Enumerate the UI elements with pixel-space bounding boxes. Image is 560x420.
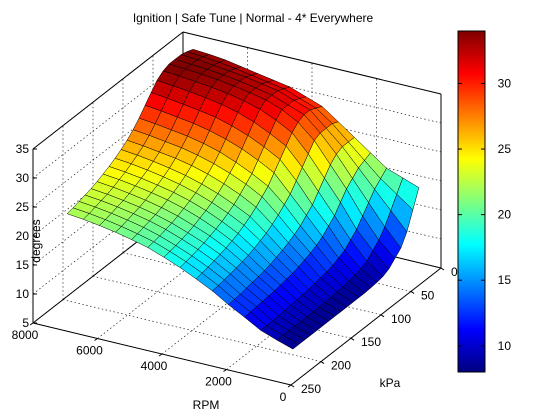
z-tick-label: 10 bbox=[16, 287, 30, 301]
y-tick-mark bbox=[380, 314, 385, 318]
colorbar-tick-label: 10 bbox=[498, 339, 512, 353]
z-tick-label: 25 bbox=[16, 200, 30, 214]
x-tick-mark bbox=[287, 384, 292, 388]
colorbar-tick-label: 25 bbox=[498, 142, 512, 156]
y-tick-label: 0 bbox=[451, 265, 458, 279]
x-tick-label: 2000 bbox=[205, 375, 232, 389]
y-tick-label: 200 bbox=[331, 359, 351, 373]
x-tick-label: 0 bbox=[280, 390, 287, 404]
y-tick-label: 100 bbox=[391, 312, 411, 326]
x-tick-mark bbox=[223, 369, 227, 372]
x-tick-mark bbox=[29, 322, 34, 326]
colorbar-tick-label: 30 bbox=[498, 76, 512, 90]
grid-line-z bbox=[182, 31, 442, 95]
y-tick-label: 50 bbox=[421, 288, 435, 302]
x-tick-mark bbox=[94, 338, 98, 341]
colorbar-tick-label: 20 bbox=[498, 208, 512, 222]
y-tick-mark bbox=[320, 361, 325, 365]
grid-line-y bbox=[62, 299, 322, 362]
x-tick-label: 4000 bbox=[141, 359, 168, 373]
surface-mesh bbox=[66, 49, 420, 350]
z-tick-label: 35 bbox=[16, 142, 30, 156]
y-axis-label: kPa bbox=[380, 376, 401, 390]
z-axis-label: degrees bbox=[29, 219, 43, 262]
y-tick-label: 150 bbox=[361, 335, 381, 349]
y-tick-mark bbox=[350, 337, 355, 341]
axis-edge bbox=[32, 31, 184, 150]
y-tick-mark bbox=[410, 290, 415, 294]
colorbar bbox=[457, 30, 486, 373]
colorbar-tick-label: 15 bbox=[498, 273, 512, 287]
z-tick-label: 5 bbox=[22, 316, 29, 330]
x-tick-label: 8000 bbox=[12, 328, 39, 342]
x-axis-label: RPM bbox=[193, 398, 220, 412]
z-tick-label: 20 bbox=[16, 229, 30, 243]
z-tick-label: 30 bbox=[16, 171, 30, 185]
y-tick-mark bbox=[290, 384, 295, 388]
chart-title: Ignition | Safe Tune | Normal - 4* Every… bbox=[133, 11, 374, 25]
colorbar-ticks: 10 15 20 25 30 bbox=[458, 76, 512, 353]
surface-patch bbox=[396, 177, 420, 210]
y-axis-line bbox=[290, 267, 442, 386]
x-tick-label: 6000 bbox=[76, 344, 103, 358]
y-tick-label: 250 bbox=[301, 382, 321, 396]
z-tick-label: 15 bbox=[16, 258, 30, 272]
y-tick-mark bbox=[440, 267, 445, 271]
axis-ticks: 0 2000 4000 6000 8000 0 50 100 150 200 250 5 10 15 20 2… bbox=[12, 142, 458, 404]
x-tick-mark bbox=[158, 353, 163, 357]
